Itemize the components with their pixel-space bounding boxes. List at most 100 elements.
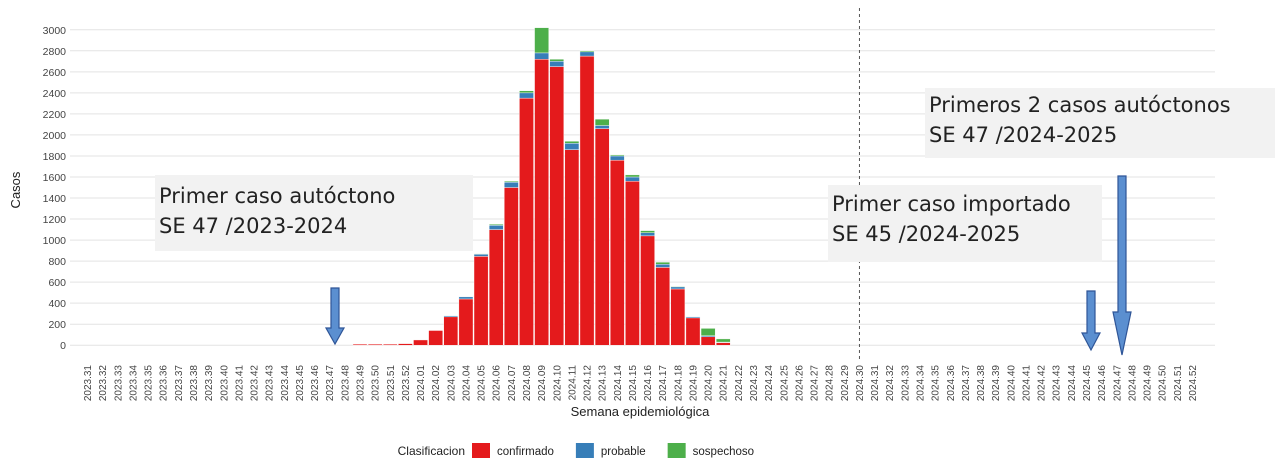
x-tick-label: 2024.14 [613, 365, 624, 402]
legend-swatch [667, 443, 686, 458]
x-tick-label: 2024.02 [431, 365, 442, 402]
x-tick-label: 2024.12 [583, 365, 594, 402]
x-tick-label: 2023.34 [128, 365, 139, 402]
x-tick-label: 2024.52 [1188, 365, 1199, 402]
x-tick-label: 2024.44 [1067, 365, 1078, 402]
x-tick-label: 2023.47 [325, 365, 336, 402]
y-tick-label: 2400 [43, 88, 67, 100]
arrow [1112, 175, 1132, 356]
x-tick-label: 2023.42 [250, 365, 261, 402]
x-tick-label: 2024.50 [1158, 365, 1169, 402]
bar-segment [383, 343, 398, 346]
x-tick-label: 2024.35 [931, 365, 942, 402]
x-tick-label: 2024.13 [598, 365, 609, 402]
y-tick-label: 400 [48, 298, 66, 310]
x-tick-label: 2023.46 [310, 365, 321, 402]
x-tick-label: 2024.17 [658, 365, 669, 402]
y-tick-label: 200 [48, 319, 66, 331]
bar-segment [488, 224, 504, 226]
arrow [324, 287, 346, 346]
x-tick-label: 2024.40 [1006, 365, 1017, 402]
annotation-line: SE 47 /2023-2024 [159, 214, 348, 238]
bar-segment [670, 286, 686, 288]
x-tick-label: 2024.21 [719, 365, 730, 402]
bar-segment [700, 328, 716, 336]
x-tick-label: 2023.52 [401, 365, 412, 402]
x-tick-label: 2024.26 [794, 365, 805, 402]
x-tick-label: 2023.39 [204, 365, 215, 402]
x-tick-label: 2024.46 [1097, 365, 1108, 402]
annotation: Primer caso autóctono SE 47 /2023-2024 [155, 175, 473, 251]
bar-segment [564, 141, 580, 144]
x-tick-label: 2024.39 [991, 365, 1002, 402]
x-tick-label: 2023.32 [98, 365, 109, 402]
bar-segment [352, 343, 368, 346]
y-tick-label: 1200 [43, 214, 67, 226]
y-tick-label: 2600 [43, 67, 67, 79]
bar-segment [579, 50, 595, 53]
legend-title: Clasificacion [398, 444, 465, 458]
x-tick-label: 2024.18 [673, 365, 684, 402]
x-tick-label: 2024.34 [916, 365, 927, 402]
bar-segment [473, 253, 489, 255]
x-tick-label: 2024.23 [749, 365, 760, 402]
legend-label: sospechoso [693, 446, 754, 458]
x-tick-label: 2023.37 [174, 365, 185, 402]
x-tick-label: 2024.28 [825, 365, 836, 402]
x-tick-label: 2023.35 [144, 365, 155, 402]
x-tick-label: 2024.30 [855, 365, 866, 402]
x-tick-label: 2024.42 [1037, 365, 1048, 402]
x-tick-label: 2024.49 [1143, 365, 1154, 402]
legend-swatch [575, 443, 594, 458]
legend-label: probable [601, 446, 646, 458]
x-tick-label: 2024.47 [1112, 365, 1123, 402]
y-tick-label: 2800 [43, 46, 67, 58]
annotation-line: Primer caso autóctono [159, 184, 396, 208]
x-tick-label: 2023.44 [280, 365, 291, 402]
x-tick-label: 2024.08 [522, 365, 533, 402]
bar-segment [504, 180, 519, 183]
bar-segment [549, 59, 565, 62]
x-tick-label: 2023.31 [83, 365, 94, 402]
x-tick-label: 2024.01 [416, 365, 427, 402]
x-tick-label: 2023.41 [234, 365, 245, 402]
arrow [1081, 290, 1101, 352]
bar-segment [519, 90, 534, 94]
y-tick-label: 600 [48, 277, 66, 289]
y-tick-label: 2200 [43, 109, 67, 121]
x-tick-label: 2024.16 [643, 365, 654, 402]
annotation-line: SE 47 /2024-2025 [929, 123, 1118, 147]
x-tick-label: 2024.43 [1052, 365, 1063, 402]
x-tick-label: 2024.09 [537, 365, 548, 402]
bar-segment [715, 338, 731, 343]
bar-segment [594, 118, 610, 126]
x-tick-label: 2024.19 [688, 365, 699, 402]
bar-segment [685, 316, 701, 319]
bar-segment [458, 296, 474, 300]
x-tick-label: 2023.36 [159, 365, 170, 402]
x-tick-label: 2024.41 [1021, 365, 1032, 402]
x-axis-title: Semana epidemiológica [571, 404, 711, 419]
x-tick-label: 2024.04 [461, 365, 472, 402]
x-tick-label: 2024.07 [507, 365, 518, 402]
y-tick-label: 800 [48, 256, 66, 268]
annotation-line: Primer caso importado [832, 192, 1071, 216]
x-tick-label: 2024.31 [870, 365, 881, 402]
x-tick-label: 2023.38 [189, 365, 200, 402]
bar-segment [443, 315, 459, 318]
x-tick-label: 2024.33 [900, 365, 911, 402]
x-tick-label: 2024.10 [552, 365, 563, 402]
legend-swatch [472, 443, 490, 458]
annotation-line: SE 45 /2024-2025 [832, 222, 1021, 246]
x-tick-label: 2024.03 [446, 365, 457, 402]
bar-segment [367, 343, 383, 346]
y-tick-label: 1800 [43, 151, 67, 163]
x-tick-label: 2024.51 [1173, 365, 1184, 402]
x-tick-label: 2024.15 [628, 365, 639, 402]
legend-label: confirmado [497, 446, 554, 458]
bar-segment [428, 330, 443, 346]
y-tick-label: 1400 [43, 193, 67, 205]
annotation: Primer caso importado SE 45 /2024-2025 [828, 185, 1102, 262]
